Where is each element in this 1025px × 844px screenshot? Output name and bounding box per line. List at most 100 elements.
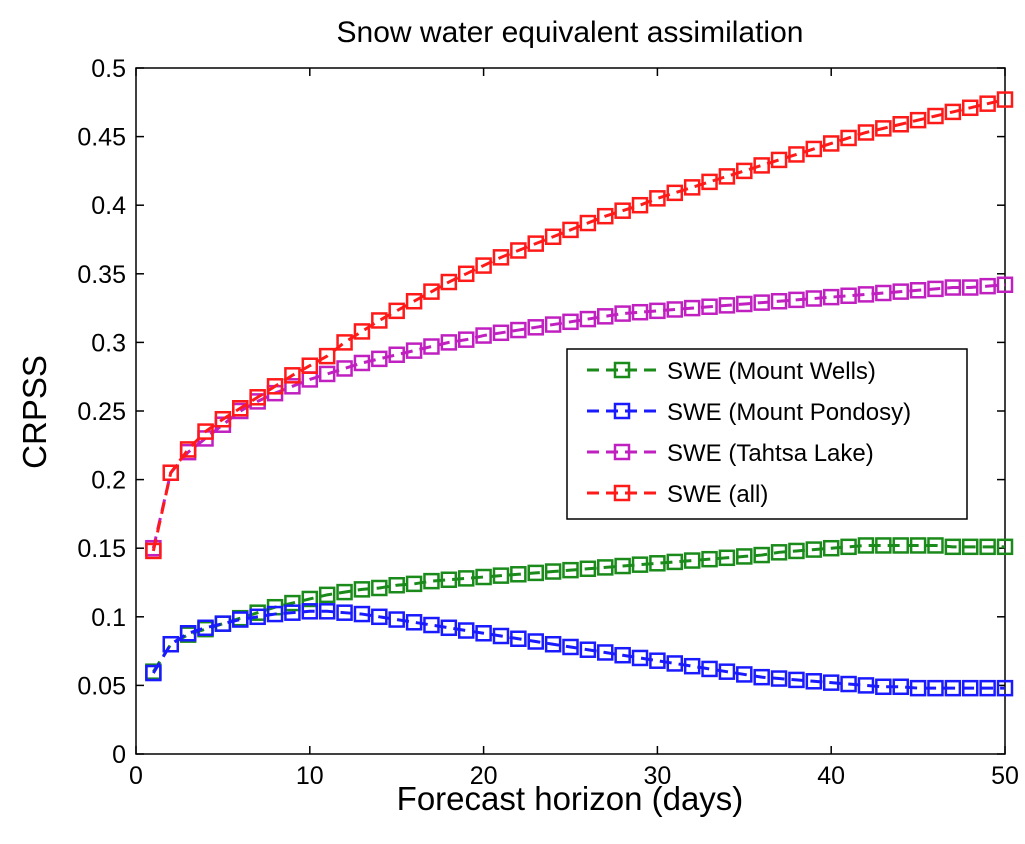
x-tick-label: 30	[643, 762, 671, 790]
data-point	[579, 310, 597, 328]
data-point	[649, 652, 666, 669]
y-tick-label: 0.2	[91, 467, 126, 495]
data-point	[492, 249, 510, 266]
data-point	[597, 308, 614, 325]
data-point	[214, 615, 232, 632]
data-point	[822, 135, 840, 152]
data-point	[961, 679, 979, 697]
data-point	[388, 302, 405, 320]
data-point	[840, 675, 857, 693]
data-point	[492, 627, 510, 645]
data-point	[318, 347, 336, 365]
data-point	[961, 538, 979, 556]
data-point	[145, 542, 162, 560]
data-point	[718, 549, 736, 567]
data-point	[736, 295, 753, 313]
data-point	[840, 538, 857, 556]
data-point	[875, 678, 892, 696]
data-point	[701, 173, 718, 191]
data-point	[770, 292, 788, 310]
legend-item: SWE (Tahtsa Lake)	[587, 440, 874, 467]
data-point	[770, 544, 788, 561]
y-tick-label: 0.1	[91, 604, 126, 632]
data-point	[492, 567, 510, 584]
data-point	[822, 288, 840, 306]
data-point	[214, 410, 232, 428]
legend-marker	[613, 402, 631, 420]
data-point	[179, 625, 197, 642]
data-point	[318, 586, 336, 604]
data-point	[318, 603, 336, 620]
data-point	[631, 649, 649, 667]
data-point	[179, 441, 197, 458]
y-tick-label: 0.5	[91, 55, 126, 83]
data-point	[440, 334, 458, 351]
data-point	[475, 327, 492, 344]
data-point	[562, 638, 579, 656]
data-point	[475, 568, 492, 586]
data-point	[979, 679, 996, 697]
legend-label: SWE (Mount Pondosy)	[667, 399, 911, 426]
legend: SWE (Mount Wells) SWE (Mount Pondosy) SWE …	[566, 348, 968, 520]
y-tick-label: 0.45	[77, 124, 126, 152]
data-point	[457, 570, 475, 587]
data-point	[405, 575, 423, 593]
data-point	[718, 168, 736, 185]
data-point	[822, 539, 840, 557]
data-point	[388, 576, 405, 594]
data-point	[353, 605, 371, 623]
data-point	[944, 103, 962, 121]
data-point	[996, 276, 1014, 294]
data-point	[597, 644, 614, 661]
data-point	[996, 91, 1014, 108]
data-point	[162, 635, 180, 653]
legend-item: SWE (Mount Pondosy)	[587, 399, 911, 426]
data-point	[909, 537, 927, 554]
data-point	[527, 319, 544, 336]
x-tick-label: 0	[129, 762, 143, 790]
data-point	[336, 334, 353, 351]
data-point	[284, 604, 301, 621]
data-point	[701, 660, 718, 678]
data-point	[457, 622, 475, 639]
data-point	[249, 608, 266, 626]
data-point	[371, 312, 388, 329]
data-point	[753, 157, 770, 174]
data-point	[544, 316, 562, 333]
data-point	[336, 604, 353, 621]
data-point	[909, 282, 927, 299]
data-point	[892, 537, 909, 554]
data-point	[805, 541, 823, 558]
y-tick-label: 0.4	[91, 192, 126, 220]
data-point	[371, 350, 388, 368]
data-point	[649, 555, 666, 572]
data-point	[718, 297, 736, 314]
data-point	[649, 190, 666, 207]
data-point	[475, 257, 492, 274]
data-point	[562, 561, 579, 579]
series-1	[145, 603, 1014, 697]
data-point	[162, 635, 180, 653]
data-point	[405, 342, 423, 359]
data-point	[805, 290, 823, 307]
data-point	[996, 538, 1014, 556]
data-point	[510, 321, 527, 339]
data-point	[232, 611, 249, 628]
data-point	[388, 611, 405, 628]
data-point	[927, 107, 944, 125]
y-tick-label: 0.3	[91, 329, 126, 357]
data-point	[371, 579, 388, 597]
data-point	[544, 228, 562, 246]
data-point	[857, 537, 875, 554]
data-point	[736, 666, 753, 683]
data-point	[857, 286, 875, 303]
data-point	[875, 537, 892, 554]
data-point	[666, 184, 684, 202]
data-point	[614, 202, 631, 219]
y-tick-label: 0.05	[77, 672, 126, 700]
legend-label: SWE (all)	[667, 481, 768, 508]
data-point	[597, 559, 614, 576]
data-point	[753, 546, 770, 564]
x-tick-label: 50	[991, 762, 1019, 790]
